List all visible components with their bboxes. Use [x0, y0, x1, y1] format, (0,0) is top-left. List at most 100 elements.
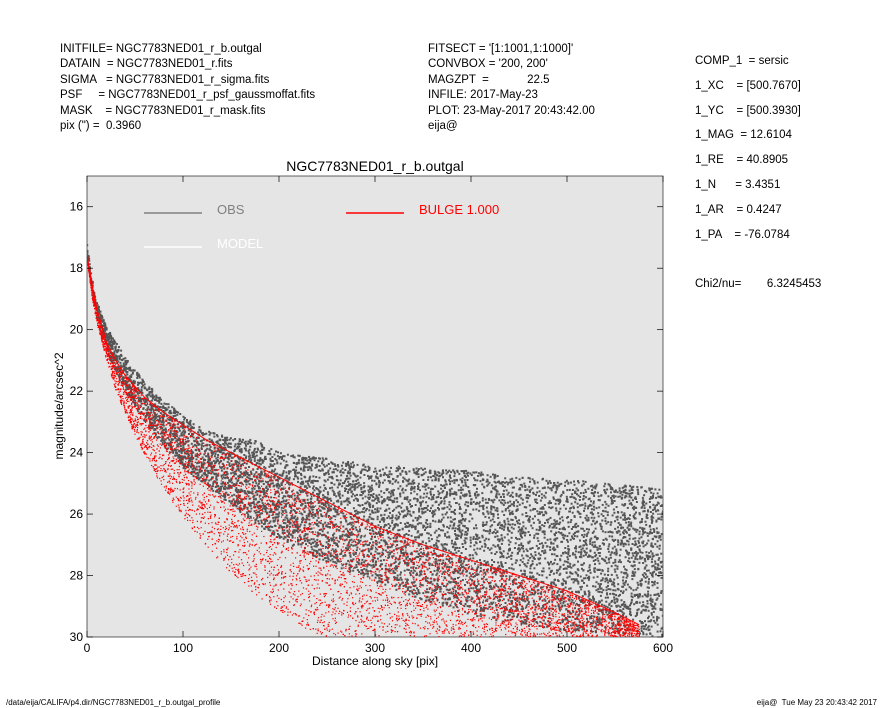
obs-point: [352, 525, 355, 528]
obs-point: [367, 485, 370, 488]
obs-point: [604, 625, 607, 628]
obs-point: [211, 452, 214, 455]
obs-point: [369, 486, 372, 489]
obs-point: [470, 498, 473, 501]
obs-point: [406, 568, 409, 571]
obs-point: [281, 491, 284, 494]
obs-point: [569, 624, 572, 627]
obs-point: [481, 545, 484, 548]
obs-point: [510, 512, 513, 514]
obs-point: [280, 503, 283, 506]
obs-point: [640, 557, 643, 560]
obs-point: [431, 488, 434, 490]
obs-point: [329, 544, 331, 547]
obs-point: [628, 499, 631, 502]
obs-point: [411, 505, 413, 507]
obs-point: [410, 488, 413, 491]
obs-point: [232, 498, 235, 501]
header-mid-line: PLOT: 23-May-2017 20:43:42.00: [428, 104, 595, 117]
obs-point: [146, 399, 149, 402]
obs-point: [442, 546, 445, 549]
obs-point: [377, 532, 380, 535]
obs-point: [393, 562, 396, 564]
obs-point: [153, 413, 156, 416]
obs-point: [354, 544, 357, 547]
obs-point: [465, 537, 468, 540]
obs-point: [176, 443, 179, 446]
obs-point: [407, 525, 410, 528]
obs-point: [412, 561, 415, 564]
obs-point: [569, 562, 572, 565]
obs-point: [364, 509, 367, 512]
obs-point: [635, 553, 638, 556]
obs-point: [511, 579, 514, 582]
obs-point: [296, 507, 299, 510]
obs-point: [568, 587, 571, 590]
obs-point: [109, 331, 112, 334]
obs-point: [611, 547, 614, 550]
obs-point: [506, 619, 509, 622]
obs-point: [629, 514, 631, 517]
obs-point: [547, 518, 550, 521]
obs-point: [503, 519, 506, 522]
obs-point: [118, 355, 121, 358]
obs-point: [628, 586, 631, 589]
obs-point: [522, 587, 525, 590]
obs-point: [338, 495, 341, 497]
obs-point: [609, 617, 612, 620]
obs-point: [420, 584, 423, 586]
obs-point: [360, 561, 363, 564]
obs-point: [330, 537, 333, 540]
obs-point: [275, 459, 278, 462]
obs-point: [399, 513, 402, 516]
obs-point: [397, 505, 400, 508]
obs-point: [612, 540, 615, 542]
obs-point: [615, 548, 618, 551]
obs-point: [376, 477, 379, 480]
obs-point: [565, 500, 568, 503]
obs-point: [575, 602, 578, 605]
obs-point: [306, 533, 309, 536]
obs-point: [608, 484, 611, 487]
obs-point: [511, 477, 514, 480]
obs-point: [110, 347, 112, 350]
obs-point: [626, 552, 629, 555]
obs-point: [196, 468, 199, 471]
obs-point: [655, 519, 658, 522]
obs-point: [259, 467, 262, 470]
obs-point: [552, 522, 555, 525]
obs-point: [233, 493, 236, 496]
obs-point: [642, 562, 645, 564]
obs-point: [480, 607, 482, 609]
obs-point: [309, 459, 312, 462]
obs-point: [550, 507, 553, 510]
obs-point: [492, 616, 495, 619]
obs-point: [249, 460, 252, 463]
obs-point: [475, 524, 477, 527]
obs-point: [563, 560, 566, 563]
obs-point: [651, 519, 653, 522]
obs-point: [428, 497, 430, 500]
obs-point: [96, 304, 99, 307]
obs-point: [456, 469, 459, 472]
obs-point: [305, 492, 308, 494]
obs-point: [536, 537, 539, 540]
obs-point: [580, 563, 583, 566]
obs-point: [581, 563, 584, 566]
obs-point: [400, 506, 403, 509]
obs-point: [202, 438, 205, 441]
obs-point: [171, 438, 174, 441]
obs-point: [491, 572, 494, 575]
obs-point: [195, 472, 197, 475]
obs-point: [410, 492, 413, 495]
obs-point: [398, 578, 401, 581]
obs-point: [355, 509, 358, 512]
obs-point: [660, 515, 663, 518]
obs-point: [395, 518, 398, 521]
obs-point: [412, 469, 415, 472]
obs-point: [409, 574, 412, 577]
obs-point: [394, 523, 397, 526]
obs-point: [610, 605, 613, 608]
obs-point: [466, 612, 469, 615]
obs-point: [594, 622, 597, 625]
